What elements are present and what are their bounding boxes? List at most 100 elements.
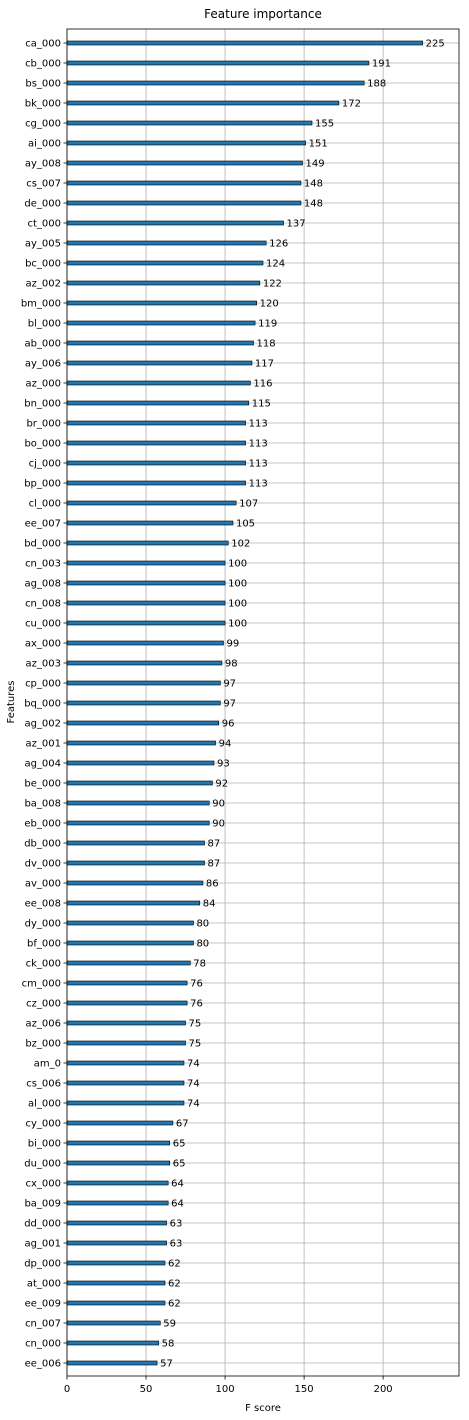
value-label: 99 [226, 639, 239, 650]
y-tick-labels: ca_000 cb_000 bs_000 bk_000 cg_000 ai_000 ay_0… [21, 39, 67, 1370]
bar [66, 820, 210, 826]
y-tick-label: ee_006 [25, 1359, 61, 1370]
y-tick-label: cs_007 [26, 179, 61, 190]
y-tick-label: cl_000 [29, 499, 61, 510]
y-tick-label: cn_000 [25, 1339, 61, 1350]
y-tick-label: bz_000 [25, 1039, 61, 1050]
value-label: 148 [304, 199, 323, 210]
y-tick-label: ck_000 [26, 959, 61, 970]
y-tick-label: dp_000 [24, 1259, 61, 1270]
y-tick-label: bs_000 [25, 79, 61, 90]
y-tick-label: bl_000 [28, 319, 61, 330]
value-label: 149 [306, 159, 325, 170]
value-label: 84 [203, 899, 216, 910]
value-label: 58 [162, 1339, 175, 1350]
y-tick-label: bm_000 [21, 299, 61, 310]
bar [66, 280, 261, 286]
bar [66, 660, 223, 666]
y-tick-label: de_000 [24, 199, 61, 210]
value-label: 122 [263, 279, 282, 290]
bar [66, 780, 213, 786]
y-tick-label: cx_000 [25, 1179, 61, 1190]
y-tick-label: ag_008 [24, 579, 61, 590]
y-tick-label: cj_000 [29, 459, 61, 470]
value-label: 102 [231, 539, 250, 550]
value-label: 62 [168, 1299, 181, 1310]
bar [66, 340, 254, 346]
value-label: 100 [228, 599, 247, 610]
y-tick-label: db_000 [24, 839, 61, 850]
x-ticks: 0 50 100 150 200 [64, 1376, 393, 1395]
bar [66, 1360, 158, 1366]
x-tick-label: 200 [374, 1384, 393, 1395]
value-label: 86 [206, 879, 219, 890]
value-label: 172 [342, 99, 361, 110]
bar [66, 1140, 171, 1146]
value-label: 63 [170, 1219, 183, 1230]
y-tick-label: ay_005 [25, 239, 61, 250]
bar [66, 980, 188, 986]
value-label: 191 [372, 59, 391, 70]
value-label: 75 [189, 1019, 202, 1030]
y-tick-label: at_000 [27, 1279, 61, 1290]
bar [66, 1180, 169, 1186]
value-label: 188 [367, 79, 386, 90]
bar [66, 560, 226, 566]
y-tick-label: br_000 [26, 419, 61, 430]
bar [66, 1040, 186, 1046]
value-label: 117 [255, 359, 274, 370]
value-label: 80 [196, 919, 209, 930]
bar [66, 960, 191, 966]
y-tick-label: bq_000 [24, 699, 61, 710]
bar [66, 200, 302, 206]
value-label: 100 [228, 579, 247, 590]
bar [66, 40, 423, 46]
x-tick-label: 100 [216, 1384, 235, 1395]
value-label: 67 [176, 1119, 189, 1130]
y-axis-label: Features [6, 681, 17, 724]
bar [66, 320, 256, 326]
value-label: 96 [222, 719, 235, 730]
bar [66, 140, 306, 146]
bar [66, 940, 194, 946]
x-tick-label: 150 [295, 1384, 314, 1395]
bar [66, 1020, 186, 1026]
bar [66, 1200, 169, 1206]
bar [66, 1280, 166, 1286]
value-label: 62 [168, 1279, 181, 1290]
y-tick-label: bd_000 [24, 539, 61, 550]
y-tick-label: bp_000 [24, 479, 61, 490]
y-tick-label: ai_000 [28, 139, 61, 150]
bar [66, 860, 205, 866]
value-label: 225 [426, 39, 445, 50]
y-tick-label: bf_000 [27, 939, 61, 950]
chart-title: Feature importance [204, 7, 322, 21]
y-tick-label: du_000 [24, 1159, 61, 1170]
bar [66, 220, 284, 226]
bar [66, 120, 313, 126]
value-label: 75 [189, 1039, 202, 1050]
value-label: 92 [215, 779, 228, 790]
value-label: 137 [287, 219, 306, 230]
bar [66, 1340, 159, 1346]
bar [66, 1300, 166, 1306]
value-label: 90 [212, 799, 225, 810]
bar [66, 600, 226, 606]
bar [66, 100, 340, 106]
y-tick-label: cb_000 [25, 59, 61, 70]
y-tick-label: az_001 [26, 739, 61, 750]
y-tick-label: ca_000 [25, 39, 61, 50]
y-tick-label: cu_000 [25, 619, 61, 630]
bar [66, 420, 246, 426]
value-label: 65 [173, 1159, 186, 1170]
value-label: 93 [217, 759, 230, 770]
y-tick-label: dd_000 [24, 1219, 61, 1230]
y-tick-label: az_003 [26, 659, 61, 670]
y-tick-label: ay_006 [25, 359, 61, 370]
value-label: 87 [208, 859, 221, 870]
y-tick-label: ct_000 [27, 219, 61, 230]
y-tick-label: az_000 [26, 379, 61, 390]
y-tick-label: az_002 [26, 279, 61, 290]
value-label: 97 [223, 679, 236, 690]
